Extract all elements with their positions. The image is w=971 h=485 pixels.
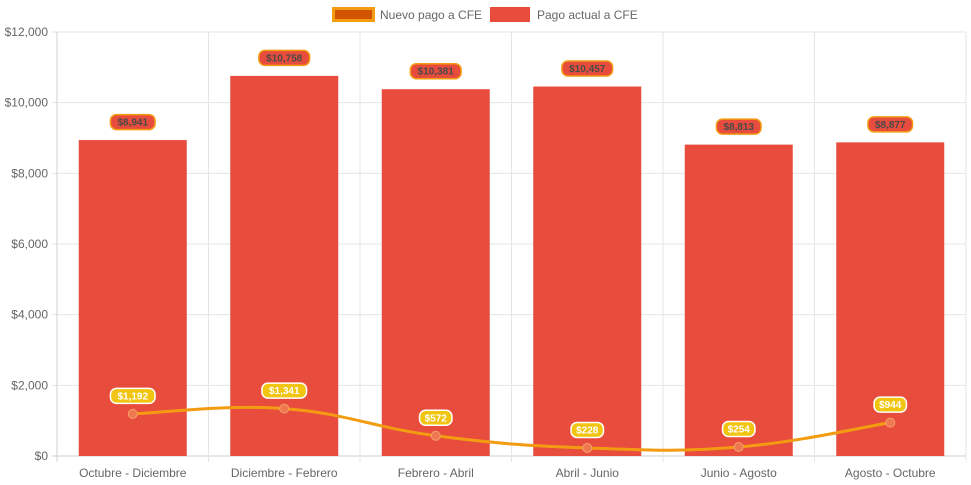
data-label-bg: [873, 396, 908, 413]
data-label-bg: [109, 113, 156, 131]
data-label-text: $228: [576, 425, 599, 436]
y-tick-label: $8,000: [11, 166, 48, 180]
y-tick-label: $2,000: [11, 378, 48, 392]
data-label-text: $10,758: [266, 53, 303, 64]
data-label-bg: [418, 409, 453, 427]
legend-item-pago-actual: Pago actual a CFE: [490, 7, 638, 22]
line-data-label: $228: [570, 421, 605, 439]
line-point: [885, 417, 896, 428]
line-data-label: $254: [721, 420, 756, 438]
data-label-bg: [715, 118, 762, 135]
line-data-label: $944: [873, 396, 908, 413]
x-tick-label: Octubre - Diciembre: [79, 466, 187, 480]
x-tick-label: Agosto - Octubre: [845, 466, 936, 480]
data-label-text: $8,877: [875, 120, 906, 131]
series-line: [132, 405, 891, 452]
bar: [78, 140, 187, 457]
bar-data-label: $8,941: [109, 113, 156, 131]
line-data-label: $572: [418, 409, 453, 427]
data-label-text: $944: [879, 400, 902, 411]
line-point: [582, 442, 593, 453]
line-point: [733, 442, 744, 453]
data-label-text: $8,941: [117, 118, 148, 129]
line-data-label: $1,192: [109, 387, 156, 405]
x-tick-label: Diciembre - Febrero: [231, 466, 338, 480]
data-label-text: $10,381: [418, 67, 455, 78]
data-label-text: $10,457: [569, 64, 606, 75]
legend-label: Pago actual a CFE: [537, 8, 638, 22]
bar: [381, 89, 490, 457]
data-label-bg: [867, 116, 914, 133]
legend: Nuevo pago a CFE Pago actual a CFE: [332, 7, 638, 22]
line-point: [127, 408, 138, 419]
data-label-bg: [258, 49, 311, 67]
data-label-text: $8,813: [723, 122, 754, 133]
bar-series: [78, 75, 945, 457]
data-label-text: $254: [728, 425, 751, 436]
y-tick-label: $4,000: [11, 308, 48, 322]
line-data-label: $1,341: [261, 382, 308, 399]
x-tick-label: Febrero - Abril: [398, 466, 474, 480]
bar-data-label: $10,381: [409, 62, 462, 80]
legend-swatch-line: [332, 7, 375, 22]
data-label-bg: [261, 382, 308, 399]
bar: [230, 75, 339, 456]
data-label-bg: [721, 420, 756, 438]
bar-data-label: $8,877: [867, 116, 914, 133]
bar: [684, 144, 793, 456]
bar-data-label: $10,758: [258, 49, 311, 67]
bar-data-label: $8,813: [715, 118, 762, 135]
line-point: [279, 403, 290, 414]
data-label-bg: [561, 60, 614, 77]
data-label-text: $1,341: [269, 386, 300, 397]
data-label-text: $1,192: [117, 391, 148, 402]
line-series: [127, 403, 896, 453]
x-tick-label: Abril - Junio: [556, 466, 620, 480]
x-tick-label: Junio - Agosto: [701, 466, 777, 480]
data-label-bg: [570, 421, 605, 439]
bar-data-label: $10,457: [561, 60, 614, 77]
data-label-bg: [109, 387, 156, 405]
y-tick-label: $0: [35, 449, 49, 463]
bar: [533, 86, 642, 456]
legend-item-nuevo-pago: Nuevo pago a CFE: [332, 7, 482, 22]
legend-swatch-bar: [490, 7, 530, 22]
y-tick-label: $12,000: [5, 25, 49, 39]
line-point: [430, 430, 441, 441]
grid-lines: [52, 31, 967, 462]
y-tick-label: $10,000: [5, 96, 49, 110]
data-label-bg: [409, 62, 462, 80]
data-label-text: $572: [425, 413, 448, 424]
y-tick-label: $6,000: [11, 237, 48, 251]
legend-label: Nuevo pago a CFE: [380, 8, 482, 22]
